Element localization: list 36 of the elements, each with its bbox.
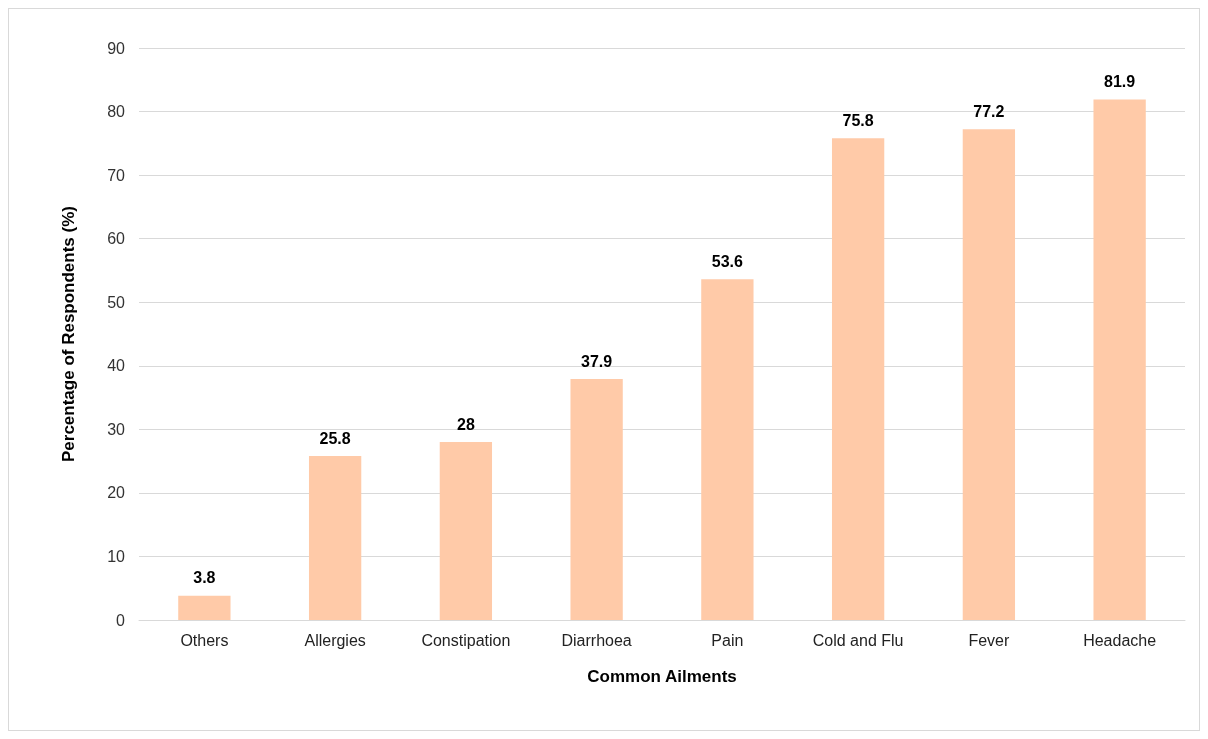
bar [701, 279, 754, 620]
data-label: 37.9 [581, 352, 613, 370]
bar [439, 442, 493, 620]
data-label: 25.8 [319, 429, 351, 447]
y-tick-label: 0 [116, 611, 126, 629]
x-tick-label: Headache [1083, 631, 1157, 649]
bar [831, 138, 885, 620]
y-tick-label: 70 [107, 166, 126, 184]
data-label: 3.8 [193, 569, 216, 587]
data-label: 81.9 [1104, 72, 1136, 90]
data-label: 53.6 [711, 252, 744, 270]
x-axis-title: Common Ailments [587, 667, 737, 686]
y-tick-label: 80 [107, 103, 126, 121]
y-tick-label: 10 [107, 547, 126, 565]
y-tick-label: 20 [107, 484, 126, 502]
data-label: 28 [456, 415, 475, 433]
y-tick-label: 90 [107, 39, 126, 57]
x-tick-label: Diarrhoea [561, 631, 632, 649]
y-axis-title: Percentage of Respondents (%) [59, 206, 78, 462]
bar [1093, 99, 1146, 620]
bar [178, 595, 231, 620]
x-tick-label: Cold and Flu [812, 631, 904, 649]
bar [570, 379, 623, 620]
y-tick-label: 60 [107, 230, 126, 248]
y-tick-label: 40 [107, 357, 126, 375]
data-label: 75.8 [842, 111, 874, 129]
x-tick-label: Pain [711, 631, 744, 649]
y-tick-label: 50 [107, 293, 126, 311]
bar [308, 456, 362, 620]
x-tick-label: Fever [968, 631, 1010, 649]
x-tick-label: Allergies [304, 631, 366, 649]
y-tick-label: 30 [107, 420, 126, 438]
data-label: 77.2 [973, 102, 1005, 120]
bar [962, 129, 1016, 620]
x-tick-label: Others [180, 631, 229, 649]
x-tick-label: Constipation [421, 631, 511, 649]
